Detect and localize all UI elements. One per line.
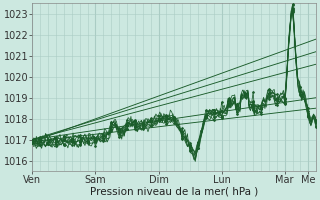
X-axis label: Pression niveau de la mer( hPa ): Pression niveau de la mer( hPa ) bbox=[90, 187, 259, 197]
